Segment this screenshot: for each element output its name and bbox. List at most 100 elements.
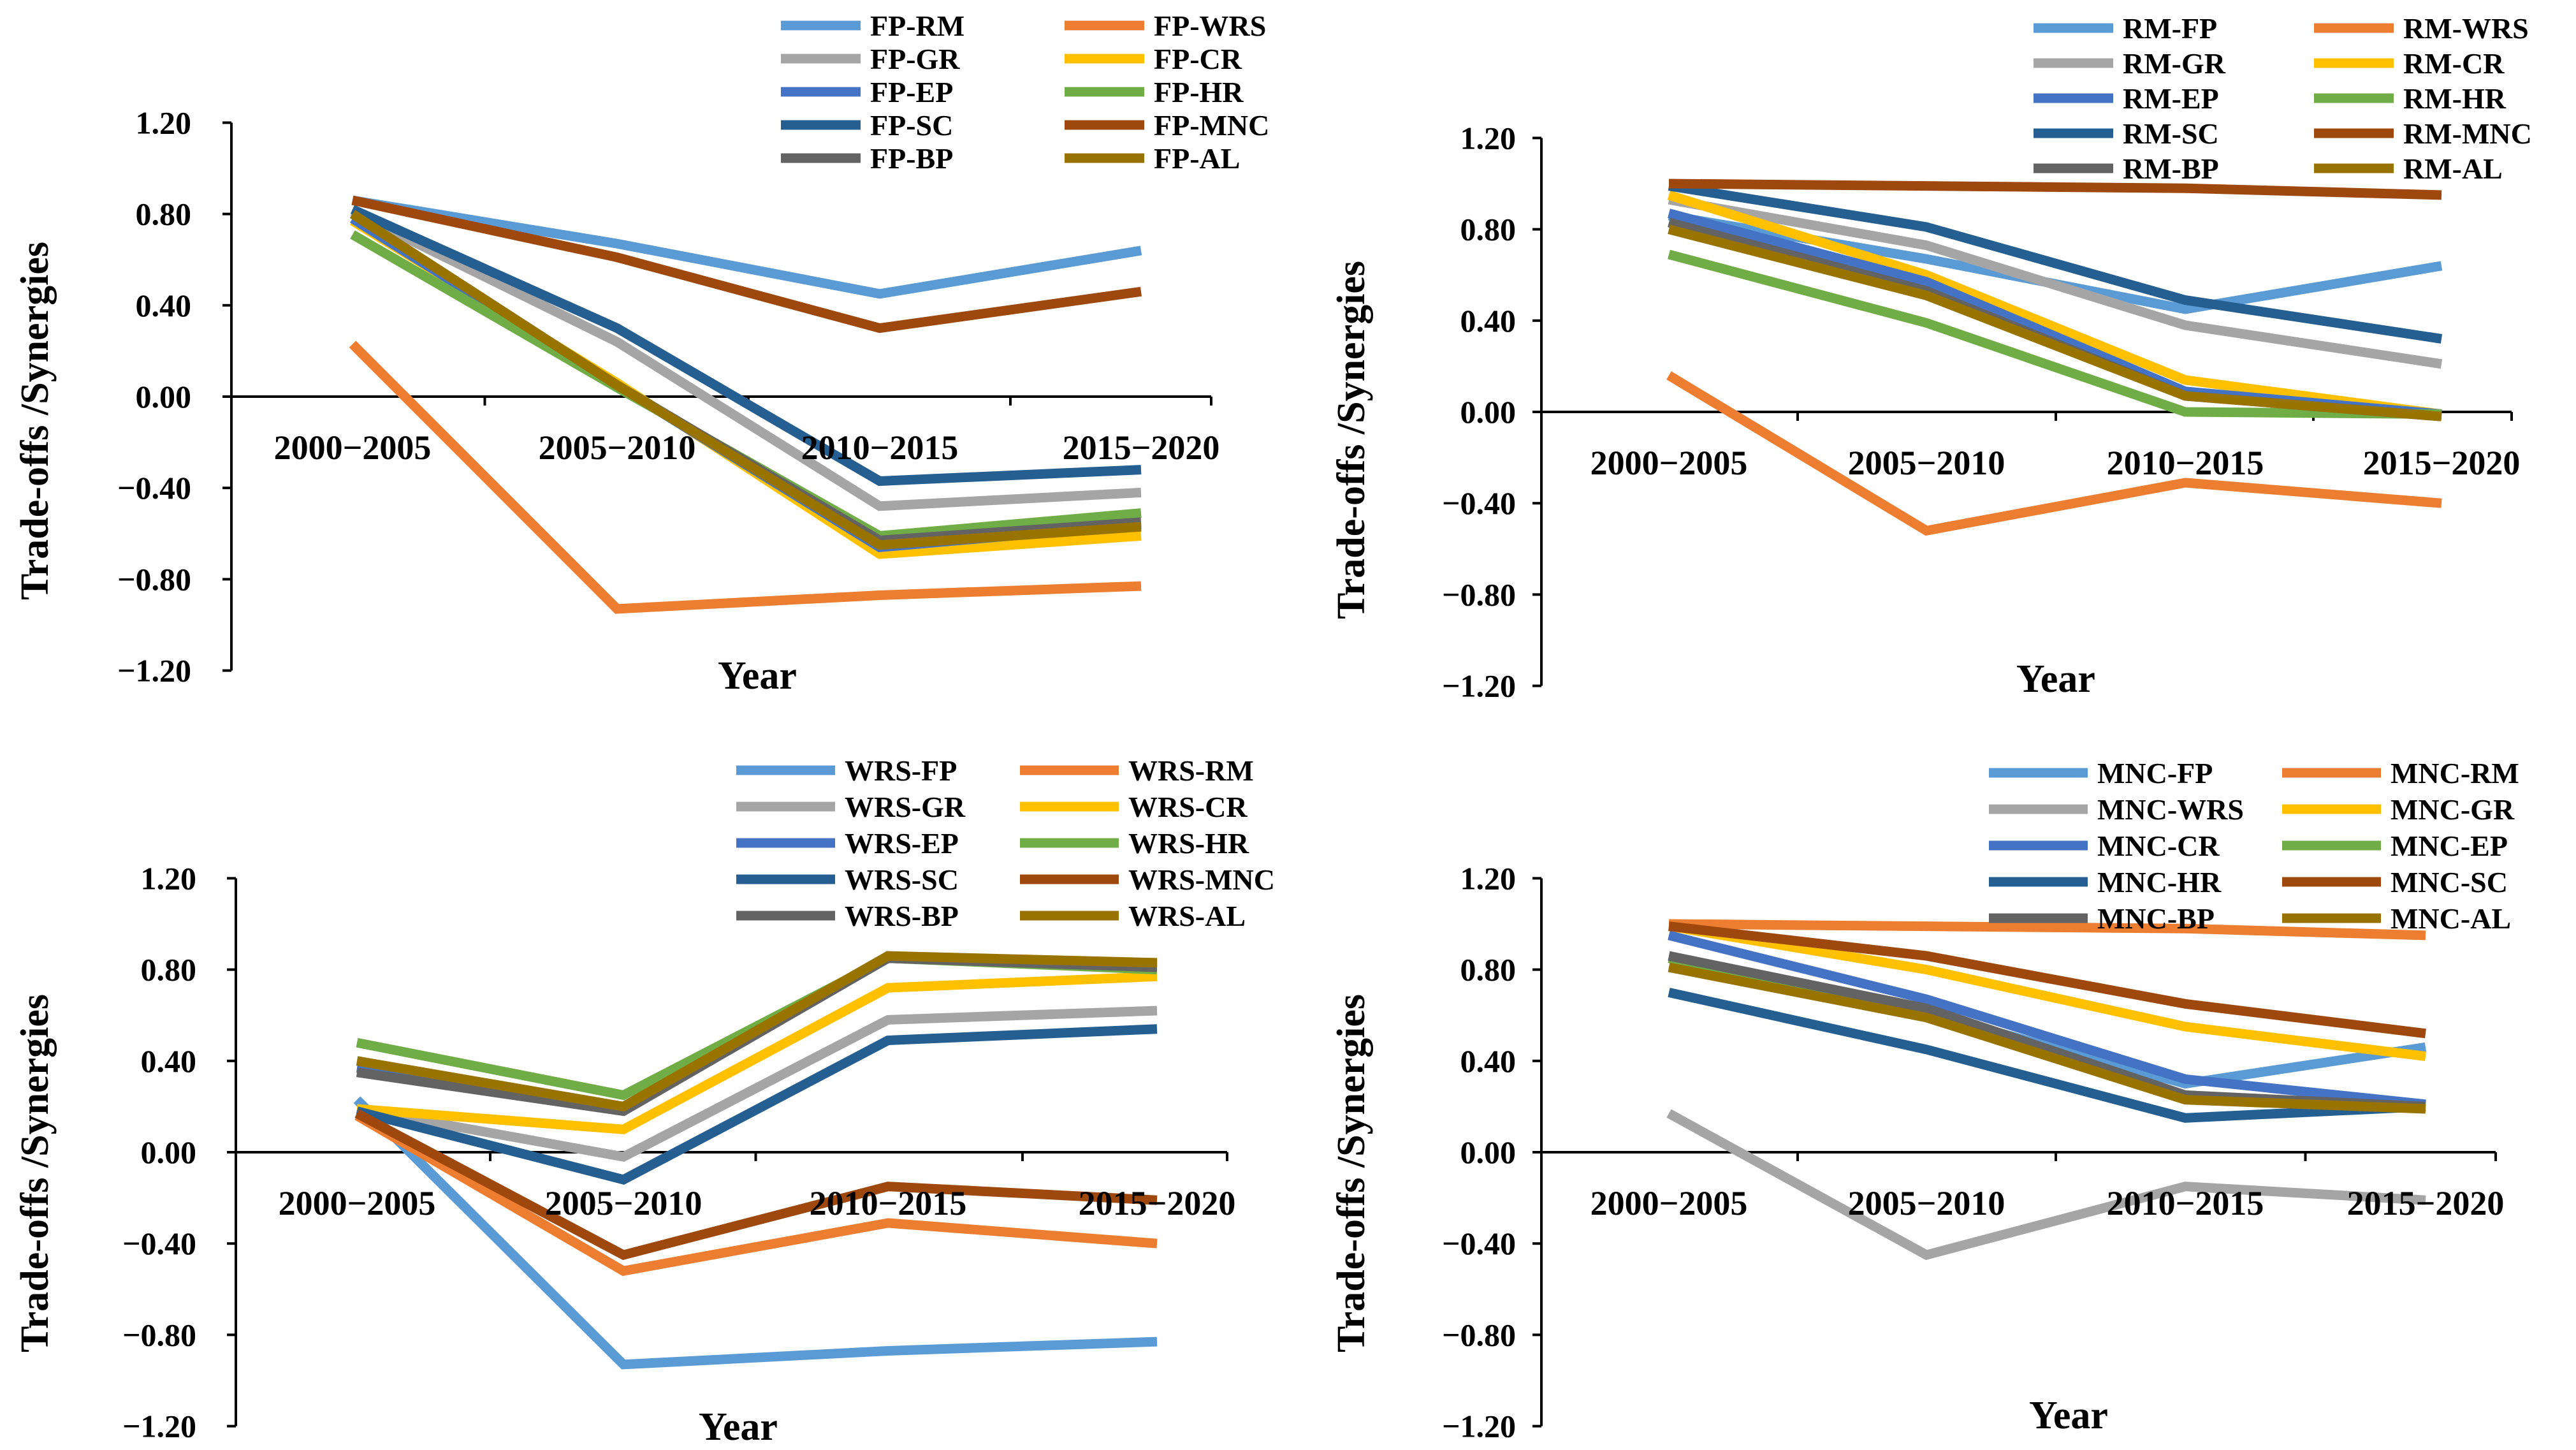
series-line-rm-sc bbox=[1668, 181, 2443, 344]
y-tick-label: −0.80 bbox=[1442, 576, 1516, 612]
series-line-rm-al bbox=[1668, 224, 2442, 421]
legend-item: MNC-BP bbox=[1989, 902, 2215, 935]
legend-label: WRS-BP bbox=[845, 900, 959, 932]
chart-panel-4: 1.20 0.80 0.40 0.00 −0.40 −0.80 −1.20 2000−2005… bbox=[1330, 757, 2519, 1444]
y-tick-label: 0.00 bbox=[1460, 1134, 1517, 1170]
x-tick-label: 2000−2005 bbox=[1590, 444, 1748, 482]
legend-item: MNC-GR bbox=[2282, 793, 2515, 826]
legend-item: FP-EP bbox=[781, 76, 953, 108]
legend-label: RM-MNC bbox=[2403, 117, 2532, 150]
legend-label: MNC-GR bbox=[2390, 793, 2515, 826]
legend-label: WRS-FP bbox=[845, 754, 957, 787]
legend-label: RM-CR bbox=[2403, 47, 2505, 80]
legend-item: FP-MNC bbox=[1065, 109, 1269, 142]
legend-label: RM-GR bbox=[2123, 47, 2226, 80]
legend-item: RM-BP bbox=[2034, 152, 2219, 185]
legend-label: WRS-HR bbox=[1128, 827, 1249, 860]
y-tick-label: −0.80 bbox=[1442, 1317, 1516, 1352]
series-line-mnc-sc bbox=[1668, 921, 2426, 1039]
legend-label: WRS-EP bbox=[845, 827, 959, 860]
legend-label: WRS-MNC bbox=[1128, 863, 1275, 896]
legend-label: WRS-SC bbox=[845, 863, 959, 896]
x-tick-label: 2005−2010 bbox=[1848, 444, 2005, 482]
legend-label: WRS-GR bbox=[845, 791, 966, 823]
legend-label: RM-AL bbox=[2403, 152, 2503, 185]
legend-item: RM-GR bbox=[2034, 47, 2226, 80]
legend-label: MNC-BP bbox=[2097, 902, 2215, 935]
y-axis-title: Trade-offs /Synergies bbox=[1330, 994, 1373, 1352]
series-line-wrs-sc bbox=[356, 1024, 1158, 1185]
legend-item: FP-AL bbox=[1065, 142, 1240, 175]
y-tick-label: 0.80 bbox=[1460, 212, 1517, 247]
series-line-rm-mnc bbox=[1668, 179, 2442, 200]
legend-item: WRS-BP bbox=[736, 900, 959, 932]
legend-item: WRS-FP bbox=[736, 754, 957, 787]
series-line-mnc-rm bbox=[1668, 919, 2426, 941]
legend-item: RM-SC bbox=[2034, 117, 2219, 150]
legend-item: FP-RM bbox=[781, 10, 964, 42]
y-tick-label: −0.40 bbox=[122, 1226, 196, 1261]
legend-item: WRS-HR bbox=[1020, 827, 1249, 860]
legend-item: MNC-CR bbox=[1989, 830, 2220, 862]
legend-label: FP-SC bbox=[870, 109, 953, 142]
legend-label: RM-SC bbox=[2123, 117, 2219, 150]
y-tick-label: 1.20 bbox=[136, 105, 192, 140]
x-tick-label: 2005−2010 bbox=[1848, 1184, 2005, 1222]
series-line-rm-ep bbox=[1668, 209, 2442, 420]
x-tick-label: 2015−2020 bbox=[2347, 1184, 2505, 1222]
y-tick-label: 1.20 bbox=[141, 860, 197, 896]
chart-panel-2: 1.20 0.80 0.40 0.00 −0.40 −0.80 −1.20 2000−2005… bbox=[1330, 12, 2532, 704]
legend-item: FP-WRS bbox=[1065, 10, 1266, 42]
y-tick-label: 0.00 bbox=[136, 379, 192, 414]
x-tick-label: 2005−2010 bbox=[545, 1184, 702, 1222]
legend-item: RM-WRS bbox=[2314, 12, 2529, 45]
legend-label: MNC-WRS bbox=[2097, 793, 2244, 826]
series-line-mnc-gr bbox=[1668, 921, 2426, 1062]
legend-item: MNC-SC bbox=[2282, 866, 2508, 898]
y-tick-label: 1.20 bbox=[1460, 120, 1517, 156]
y-tick-label: 0.40 bbox=[141, 1043, 197, 1079]
y-axis-title: Trade-offs /Synergies bbox=[1330, 261, 1373, 619]
legend-label: RM-WRS bbox=[2403, 12, 2529, 45]
x-tick-label: 2010−2015 bbox=[2107, 1184, 2264, 1222]
series-line-fp-mnc bbox=[351, 195, 1142, 333]
legend-label: MNC-SC bbox=[2390, 866, 2508, 898]
legend-item: RM-FP bbox=[2034, 12, 2217, 45]
series-line-fp-al bbox=[349, 210, 1142, 550]
legend-label: RM-FP bbox=[2123, 12, 2217, 45]
legend-item: WRS-MNC bbox=[1020, 863, 1275, 896]
y-tick-label: 0.40 bbox=[136, 288, 192, 323]
y-tick-label: 0.80 bbox=[1460, 952, 1517, 988]
legend-item: MNC-EP bbox=[2282, 830, 2508, 862]
legend-label: MNC-CR bbox=[2097, 830, 2220, 862]
legend-label: FP-MNC bbox=[1154, 109, 1269, 142]
series-line-rm-wrs bbox=[1666, 371, 2442, 536]
series-line-fp-rm bbox=[351, 195, 1142, 299]
series-line-wrs-gr bbox=[356, 1006, 1158, 1162]
x-tick-label: 2010−2015 bbox=[2107, 444, 2264, 482]
legend-label: WRS-CR bbox=[1128, 791, 1248, 823]
y-tick-label: −1.20 bbox=[117, 653, 191, 689]
x-tick-label: 2000−2005 bbox=[279, 1184, 436, 1222]
x-axis-title: Year bbox=[718, 654, 797, 698]
legend-label: MNC-RM bbox=[2390, 757, 2519, 789]
y-tick-label: 0.80 bbox=[136, 196, 192, 232]
y-tick-label: −0.40 bbox=[1442, 1226, 1516, 1261]
legend-label: FP-HR bbox=[1154, 76, 1244, 108]
legend-label: WRS-RM bbox=[1128, 754, 1254, 787]
legend-label: WRS-AL bbox=[1128, 900, 1246, 932]
legend-item: WRS-EP bbox=[736, 827, 959, 860]
legend-label: MNC-AL bbox=[2390, 902, 2511, 935]
series-line-mnc-al bbox=[1668, 962, 2426, 1114]
series-line-mnc-cr bbox=[1668, 930, 2426, 1109]
legend-label: RM-BP bbox=[2123, 152, 2219, 185]
legend-item: WRS-RM bbox=[1020, 754, 1254, 787]
chart-panel-1: 1.20 0.80 0.40 0.00 −0.40 −0.80 −1.20 2000−2005… bbox=[13, 10, 1269, 698]
legend-label: FP-RM bbox=[870, 10, 964, 42]
legend-label: FP-AL bbox=[1154, 142, 1240, 175]
x-tick-label: 2000−2005 bbox=[1590, 1184, 1748, 1222]
legend-item: MNC-RM bbox=[2282, 757, 2519, 789]
legend-item: FP-SC bbox=[781, 109, 953, 142]
legend-label: FP-BP bbox=[870, 142, 953, 175]
